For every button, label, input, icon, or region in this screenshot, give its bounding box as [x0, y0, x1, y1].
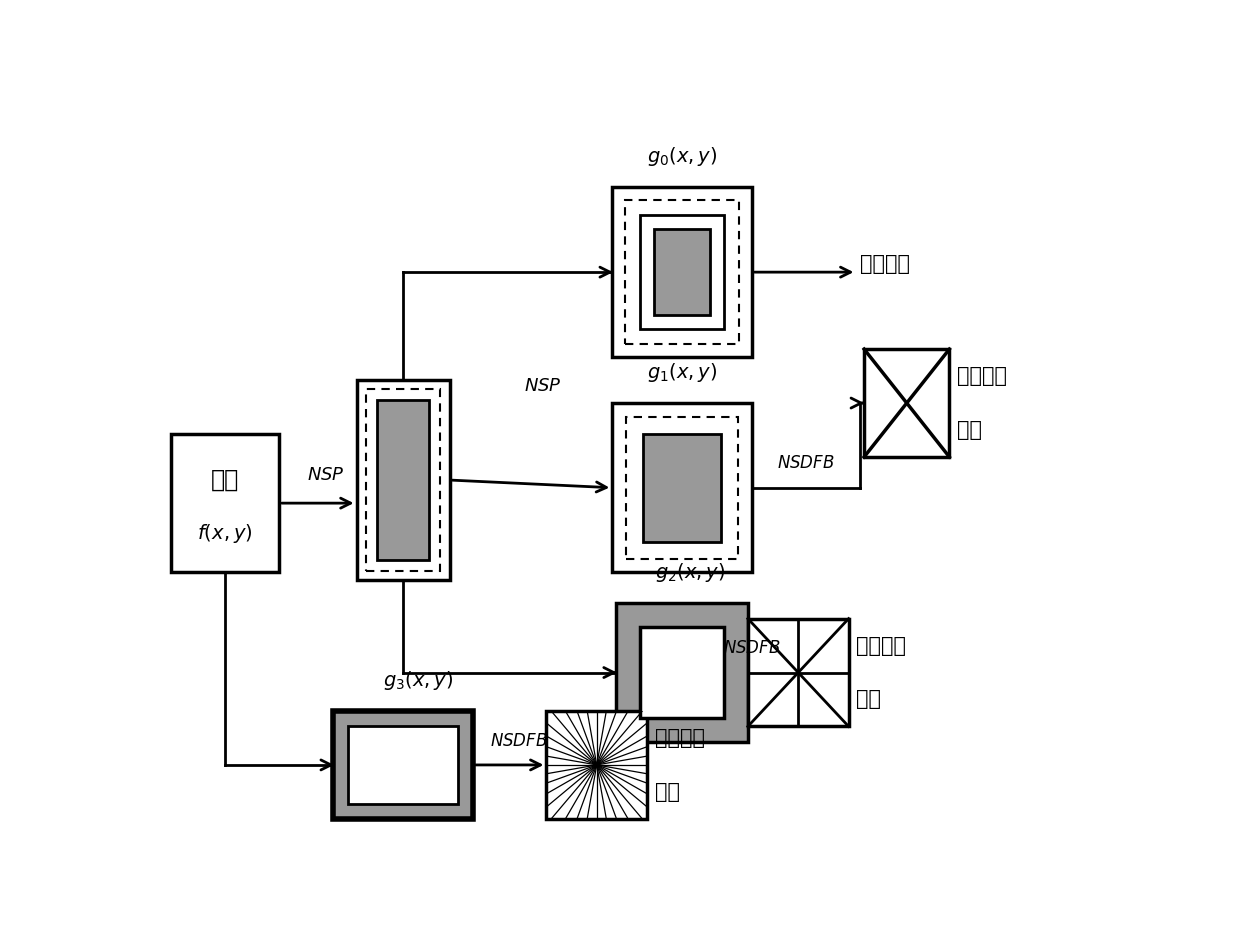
Text: $g_2(x,y)$: $g_2(x,y)$: [655, 561, 725, 584]
Bar: [616, 604, 748, 742]
Text: 低通子带: 低通子带: [861, 254, 910, 274]
Bar: [377, 400, 429, 560]
Text: 子带: 子带: [655, 782, 680, 802]
Text: $g_3(x,y)$: $g_3(x,y)$: [383, 669, 454, 692]
Bar: [626, 417, 738, 558]
Text: 带通方向: 带通方向: [655, 728, 704, 748]
Bar: [640, 215, 724, 329]
Text: 原图: 原图: [211, 468, 239, 492]
Bar: [644, 433, 722, 542]
Bar: [640, 627, 724, 718]
Bar: [655, 229, 711, 315]
Text: $NSP$: $NSP$: [306, 465, 345, 484]
Bar: [547, 711, 647, 819]
Bar: [625, 200, 739, 344]
Text: 子带: 子带: [957, 420, 982, 440]
Text: $NSDFB$: $NSDFB$: [723, 639, 781, 657]
Bar: [366, 389, 440, 570]
Text: 带通方向: 带通方向: [957, 366, 1007, 386]
Bar: [348, 727, 458, 804]
Text: $NSDFB$: $NSDFB$: [777, 454, 835, 472]
Text: 子带: 子带: [857, 690, 882, 710]
Text: $NSDFB$: $NSDFB$: [490, 731, 548, 749]
Bar: [864, 349, 950, 457]
Text: $NSP$: $NSP$: [523, 377, 562, 395]
Bar: [334, 711, 472, 819]
Bar: [748, 619, 848, 727]
Text: 带通方向: 带通方向: [857, 636, 906, 656]
Bar: [357, 380, 449, 580]
Text: $g_1(x,y)$: $g_1(x,y)$: [647, 360, 717, 384]
Bar: [613, 187, 751, 357]
Text: $f(x,y)$: $f(x,y)$: [197, 522, 253, 546]
Bar: [171, 434, 279, 572]
Text: $g_0(x,y)$: $g_0(x,y)$: [647, 145, 717, 168]
Bar: [613, 403, 751, 572]
